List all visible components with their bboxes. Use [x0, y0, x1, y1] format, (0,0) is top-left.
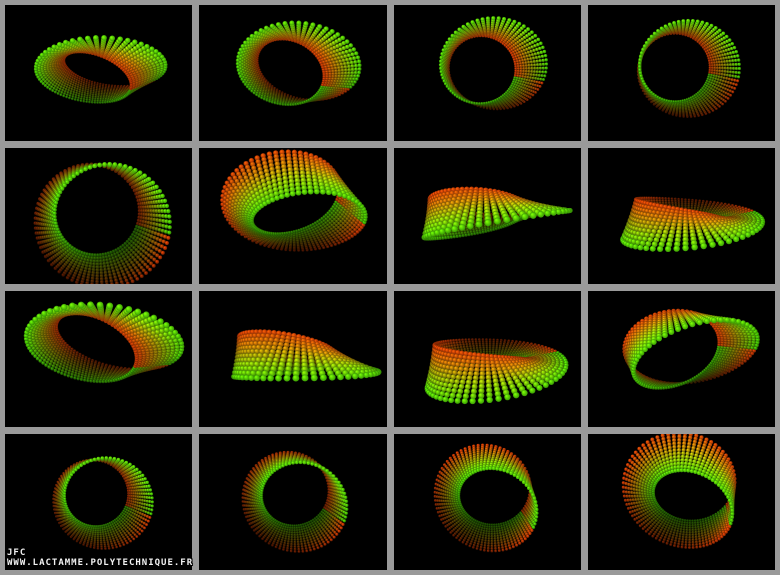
mobius-frame-frame-14	[199, 434, 387, 570]
mobius-render-canvas-frame-16	[587, 434, 775, 570]
mobius-frame-frame-09	[5, 291, 193, 427]
mobius-render-canvas-frame-14	[199, 434, 387, 570]
mobius-render-canvas-frame-02	[199, 5, 387, 141]
mobius-render-canvas-frame-08	[587, 148, 775, 284]
mobius-frame-frame-01	[5, 5, 193, 141]
mobius-render-canvas-frame-05	[5, 148, 193, 284]
mobius-frame-frame-06	[199, 148, 387, 284]
watermark: JFC WWW.LACTAMME.POLYTECHNIQUE.FR	[7, 548, 193, 568]
mobius-frame-frame-04	[587, 5, 775, 141]
mobius-frame-frame-15	[393, 434, 581, 570]
mobius-render-canvas-frame-07	[393, 148, 581, 284]
mobius-frame-frame-13	[5, 434, 193, 570]
mobius-frame-frame-08	[587, 148, 775, 284]
mobius-render-canvas-frame-03	[393, 5, 581, 141]
mobius-render-canvas-frame-01	[5, 5, 193, 141]
mobius-render-canvas-frame-10	[199, 291, 387, 427]
mobius-render-canvas-frame-06	[199, 148, 387, 284]
mobius-frame-frame-07	[393, 148, 581, 284]
mobius-frame-frame-03	[393, 5, 581, 141]
mobius-render-canvas-frame-09	[5, 291, 193, 427]
mobius-frame-frame-16	[587, 434, 775, 570]
mobius-frame-frame-10	[199, 291, 387, 427]
mobius-render-canvas-frame-13	[5, 434, 193, 570]
mobius-render-canvas-frame-11	[393, 291, 581, 427]
mobius-render-canvas-frame-12	[587, 291, 775, 427]
mobius-render-canvas-frame-04	[587, 5, 775, 141]
watermark-author: JFC	[7, 548, 27, 558]
mobius-frame-frame-11	[393, 291, 581, 427]
watermark-url: WWW.LACTAMME.POLYTECHNIQUE.FR	[7, 558, 194, 568]
mobius-frame-frame-12	[587, 291, 775, 427]
mobius-frame-frame-05	[5, 148, 193, 284]
mobius-frame-frame-02	[199, 5, 387, 141]
mobius-render-canvas-frame-15	[393, 434, 581, 570]
